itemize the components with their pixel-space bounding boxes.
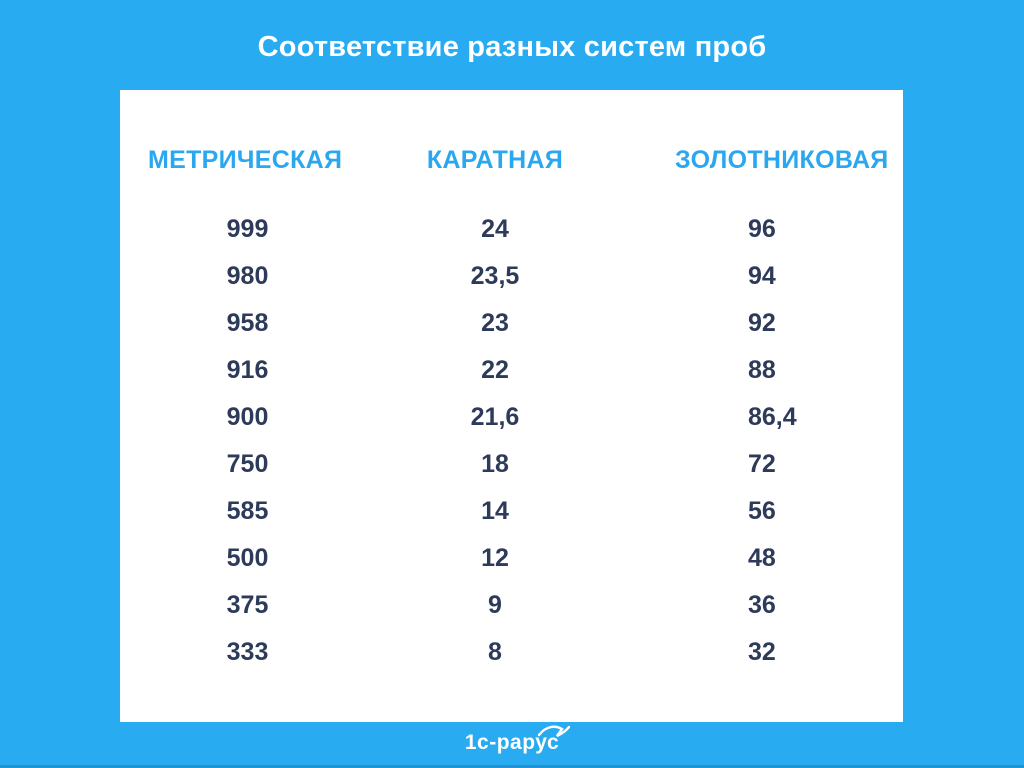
cell-zolotnik: 92 <box>748 309 776 337</box>
cell-metric: 980 <box>226 262 269 290</box>
table-body: 999 24 96 980 23,5 94 958 23 92 916 22 88 900 21,6 86,… <box>120 206 903 676</box>
cell-metric: 585 <box>226 497 269 525</box>
cell-carat: 23 <box>481 309 509 337</box>
cell-metric: 999 <box>226 215 269 243</box>
cell-carat: 14 <box>481 497 509 525</box>
bottom-edge-strip <box>0 765 1024 768</box>
footer: 1с-рарус <box>0 722 1024 764</box>
logo-swoosh-icon <box>537 725 571 738</box>
column-header-carat: КАРАТНАЯ <box>426 146 564 174</box>
cell-carat: 18 <box>481 450 509 478</box>
cell-zolotnik: 56 <box>748 497 776 525</box>
cell-metric: 916 <box>226 356 269 384</box>
table-row: 900 21,6 86,4 <box>120 394 903 441</box>
cell-zolotnik: 72 <box>748 450 776 478</box>
cell-zolotnik: 48 <box>748 544 776 572</box>
cell-carat: 8 <box>488 638 502 666</box>
cell-zolotnik: 32 <box>748 638 776 666</box>
page-title: Соответствие разных систем проб <box>257 30 767 63</box>
cell-zolotnik: 94 <box>748 262 776 290</box>
table-card: МЕТРИЧЕСКАЯ КАРАТНАЯ ЗОЛОТНИКОВАЯ 999 24 9… <box>120 90 903 722</box>
company-logo: 1с-рарус <box>464 725 571 755</box>
cell-carat: 21,6 <box>470 403 520 431</box>
table-row: 585 14 56 <box>120 488 903 535</box>
table-header-row: МЕТРИЧЕСКАЯ КАРАТНАЯ ЗОЛОТНИКОВАЯ <box>120 146 903 174</box>
cell-carat: 9 <box>488 591 502 619</box>
cell-zolotnik: 36 <box>748 591 776 619</box>
cell-zolotnik: 88 <box>748 356 776 384</box>
title-bar: Соответствие разных систем проб <box>0 0 1024 92</box>
cell-metric: 333 <box>226 638 269 666</box>
table-row: 980 23,5 94 <box>120 253 903 300</box>
cell-carat: 23,5 <box>470 262 520 290</box>
cell-metric: 958 <box>226 309 269 337</box>
table-row: 375 9 36 <box>120 582 903 629</box>
cell-zolotnik: 96 <box>748 215 776 243</box>
table-row: 999 24 96 <box>120 206 903 253</box>
table-row: 916 22 88 <box>120 347 903 394</box>
cell-carat: 24 <box>481 215 509 243</box>
cell-metric: 500 <box>226 544 269 572</box>
cell-metric: 375 <box>226 591 269 619</box>
cell-carat: 22 <box>481 356 509 384</box>
table-row: 500 12 48 <box>120 535 903 582</box>
table-row: 333 8 32 <box>120 629 903 676</box>
column-header-metric: МЕТРИЧЕСКАЯ <box>148 146 343 174</box>
table-row: 958 23 92 <box>120 300 903 347</box>
cell-metric: 750 <box>226 450 269 478</box>
cell-zolotnik: 86,4 <box>748 403 797 431</box>
cell-metric: 900 <box>226 403 269 431</box>
logo-text: 1с-рарус <box>464 731 560 754</box>
table-row: 750 18 72 <box>120 441 903 488</box>
column-header-zolotnik: ЗОЛОТНИКОВАЯ <box>675 146 889 174</box>
cell-carat: 12 <box>481 544 509 572</box>
